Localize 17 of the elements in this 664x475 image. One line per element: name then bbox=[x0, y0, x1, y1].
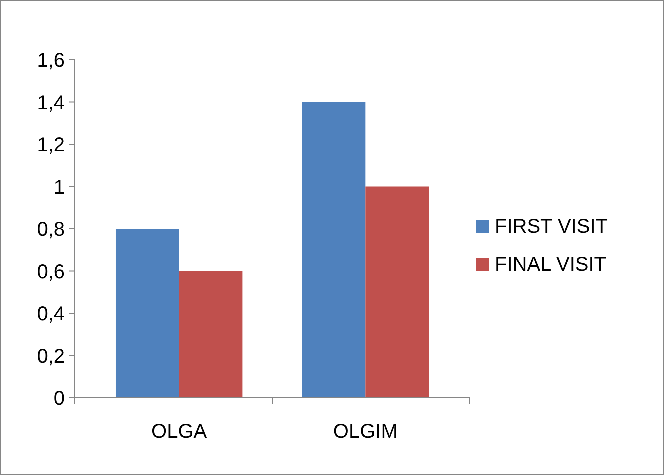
y-tick-label: 1,2 bbox=[37, 134, 65, 156]
bar bbox=[116, 229, 180, 398]
y-tick-label: 0,6 bbox=[37, 261, 65, 284]
y-tick-label: 0,8 bbox=[37, 219, 65, 241]
legend-label: FINAL VISIT bbox=[495, 254, 607, 276]
bar bbox=[366, 186, 430, 398]
y-tick-label: 1 bbox=[54, 176, 65, 199]
y-tick-label: 1,4 bbox=[37, 92, 65, 114]
bar bbox=[179, 271, 243, 398]
bar bbox=[302, 102, 366, 398]
y-tick-label: 0,4 bbox=[37, 304, 65, 326]
y-tick-label: 0,2 bbox=[37, 346, 65, 368]
x-tick-label: OLGA bbox=[152, 421, 208, 443]
legend-label: FIRST VISIT bbox=[495, 216, 608, 238]
y-tick-label: 1,6 bbox=[37, 50, 65, 72]
x-tick-label: OLGIM bbox=[333, 421, 398, 443]
y-tick-label: 0 bbox=[54, 388, 65, 410]
